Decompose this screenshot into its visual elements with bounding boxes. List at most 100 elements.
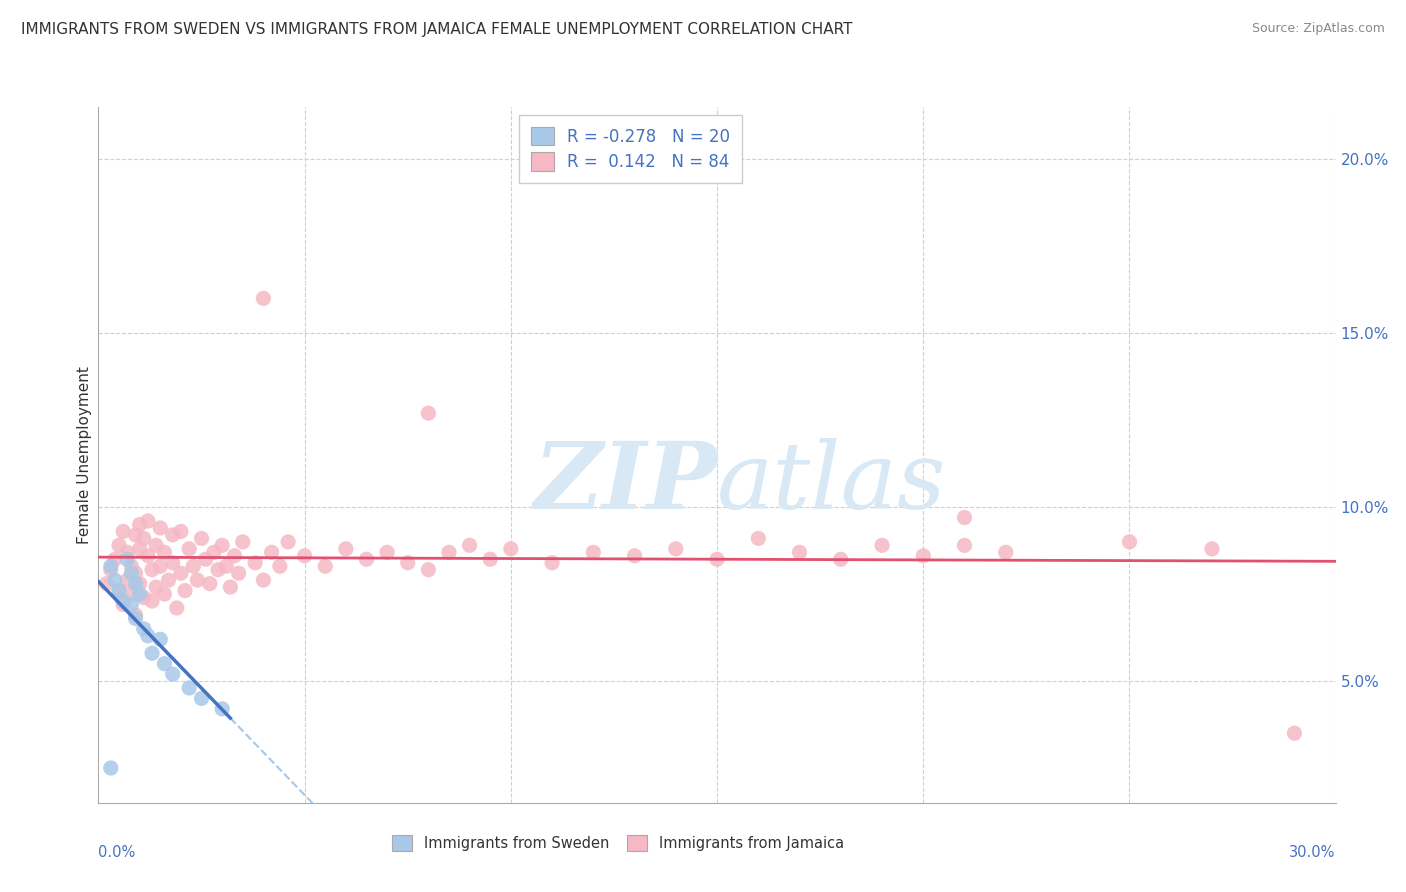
Point xyxy=(747,532,769,546)
Point xyxy=(136,629,159,643)
Point xyxy=(104,573,127,587)
Point xyxy=(252,573,274,587)
Point xyxy=(252,291,274,305)
Point xyxy=(166,601,188,615)
Point xyxy=(830,552,852,566)
Point xyxy=(623,549,645,563)
Point xyxy=(211,538,233,552)
Point xyxy=(149,521,172,535)
Point xyxy=(120,587,142,601)
Point xyxy=(418,563,440,577)
Point xyxy=(124,607,146,622)
Point xyxy=(145,538,167,552)
Point xyxy=(162,667,184,681)
Point xyxy=(120,559,142,574)
Point xyxy=(108,583,131,598)
Point xyxy=(170,566,193,581)
Point xyxy=(162,556,184,570)
Point xyxy=(458,538,481,552)
Point xyxy=(120,598,142,612)
Point xyxy=(202,545,225,559)
Text: Source: ZipAtlas.com: Source: ZipAtlas.com xyxy=(1251,22,1385,36)
Legend: Immigrants from Sweden, Immigrants from Jamaica: Immigrants from Sweden, Immigrants from … xyxy=(385,828,852,858)
Point xyxy=(117,545,139,559)
Point xyxy=(190,532,212,546)
Point xyxy=(128,587,150,601)
Point xyxy=(124,528,146,542)
Point xyxy=(190,691,212,706)
Text: 30.0%: 30.0% xyxy=(1289,845,1336,860)
Point xyxy=(953,538,976,552)
Point xyxy=(132,532,155,546)
Point xyxy=(294,549,316,563)
Point xyxy=(120,566,142,581)
Point xyxy=(162,528,184,542)
Point xyxy=(499,541,522,556)
Point xyxy=(128,576,150,591)
Point xyxy=(96,576,118,591)
Point xyxy=(277,534,299,549)
Point xyxy=(124,566,146,581)
Point xyxy=(100,761,122,775)
Point xyxy=(207,563,229,577)
Point xyxy=(186,573,208,587)
Point xyxy=(141,594,163,608)
Point xyxy=(128,517,150,532)
Point xyxy=(179,541,201,556)
Point xyxy=(132,622,155,636)
Point xyxy=(1284,726,1306,740)
Point xyxy=(100,563,122,577)
Point xyxy=(541,556,564,570)
Point xyxy=(194,552,217,566)
Point xyxy=(124,611,146,625)
Point xyxy=(582,545,605,559)
Point xyxy=(157,573,180,587)
Point xyxy=(224,549,246,563)
Text: atlas: atlas xyxy=(717,438,946,528)
Text: IMMIGRANTS FROM SWEDEN VS IMMIGRANTS FROM JAMAICA FEMALE UNEMPLOYMENT CORRELATIO: IMMIGRANTS FROM SWEDEN VS IMMIGRANTS FRO… xyxy=(21,22,852,37)
Point xyxy=(396,556,419,570)
Point xyxy=(104,552,127,566)
Point xyxy=(375,545,398,559)
Y-axis label: Female Unemployment: Female Unemployment xyxy=(77,366,91,544)
Point xyxy=(437,545,460,559)
Point xyxy=(170,524,193,539)
Point xyxy=(112,524,135,539)
Point xyxy=(141,563,163,577)
Point xyxy=(145,580,167,594)
Point xyxy=(149,632,172,647)
Point xyxy=(128,541,150,556)
Point xyxy=(314,559,336,574)
Point xyxy=(141,646,163,660)
Text: 0.0%: 0.0% xyxy=(98,845,135,860)
Point xyxy=(994,545,1017,559)
Point xyxy=(269,559,291,574)
Point xyxy=(228,566,250,581)
Point xyxy=(112,598,135,612)
Point xyxy=(243,556,266,570)
Point xyxy=(149,559,172,574)
Point xyxy=(124,576,146,591)
Point xyxy=(1118,534,1140,549)
Point xyxy=(335,541,357,556)
Point xyxy=(479,552,502,566)
Point xyxy=(108,583,131,598)
Point xyxy=(953,510,976,524)
Point xyxy=(181,559,204,574)
Text: ZIP: ZIP xyxy=(533,438,717,528)
Point xyxy=(912,549,935,563)
Point xyxy=(789,545,811,559)
Point xyxy=(100,559,122,574)
Point xyxy=(117,552,139,566)
Point xyxy=(870,538,893,552)
Point xyxy=(418,406,440,420)
Point xyxy=(174,583,197,598)
Point xyxy=(211,702,233,716)
Point xyxy=(153,545,176,559)
Point xyxy=(108,538,131,552)
Point xyxy=(706,552,728,566)
Point xyxy=(136,549,159,563)
Point xyxy=(132,591,155,605)
Point xyxy=(232,534,254,549)
Point xyxy=(153,657,176,671)
